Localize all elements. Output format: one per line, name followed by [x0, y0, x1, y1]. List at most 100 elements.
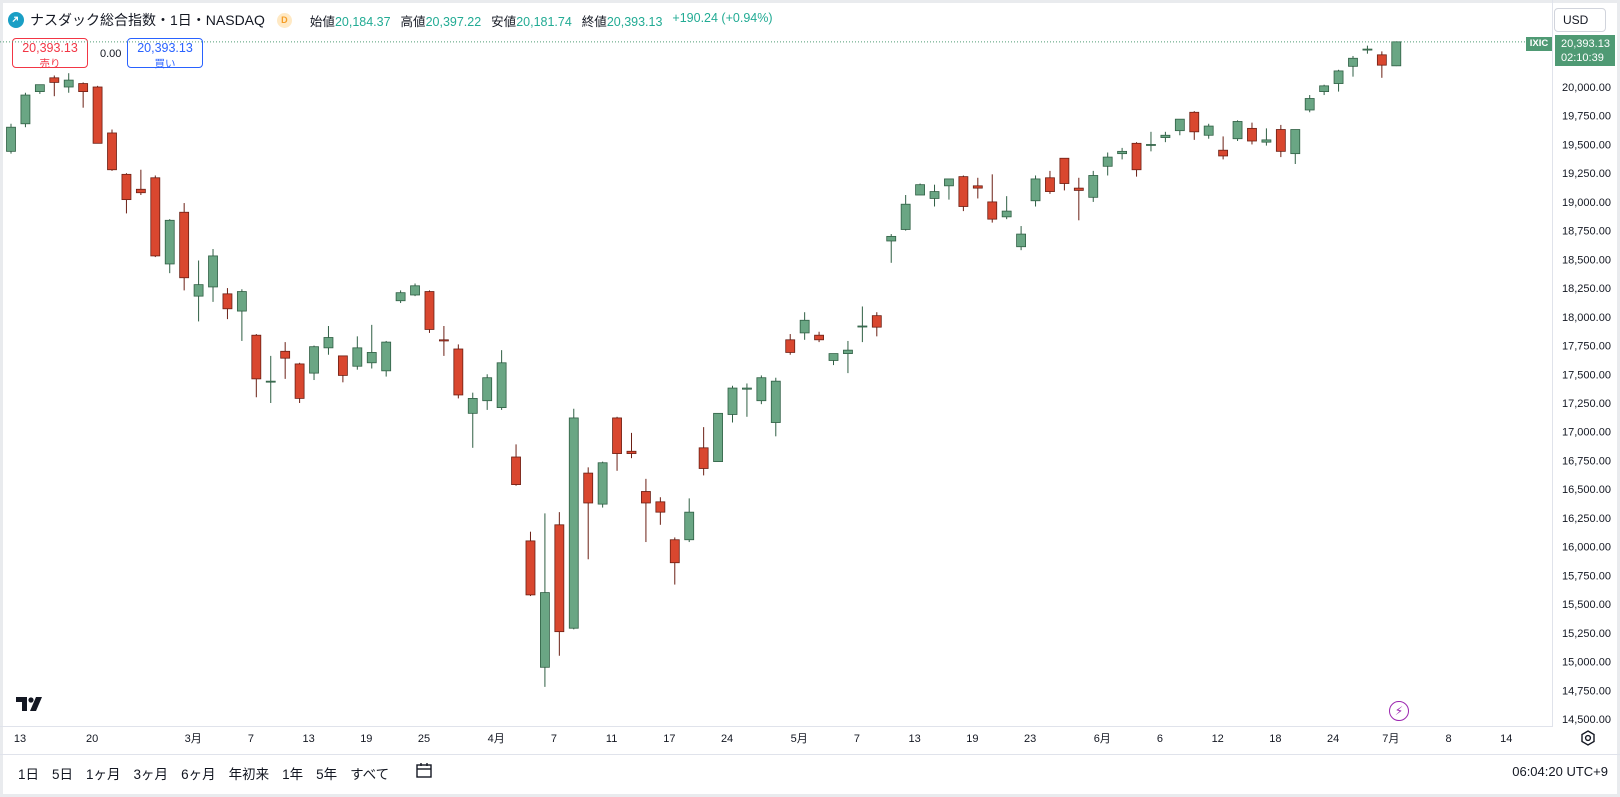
candle-body[interactable]: [1030, 178, 1041, 202]
candle-body[interactable]: [107, 132, 117, 171]
delayed-data-badge[interactable]: D: [276, 12, 292, 28]
time-axis[interactable]: 13 20 3月 7 13 19 25 4月 7 11 17 24 5月 7 13 19 23 6月 6 12 18 24…: [14, 733, 1513, 745]
candle-body[interactable]: [742, 387, 752, 390]
range-1y[interactable]: 1年: [282, 767, 304, 782]
lightning-icon[interactable]: ⚡: [1389, 701, 1409, 721]
tradingview-logo-icon[interactable]: [16, 696, 46, 717]
range-5y[interactable]: 5年: [316, 767, 338, 782]
candle-body[interactable]: [309, 346, 319, 374]
candle-body[interactable]: [438, 339, 449, 342]
range-5d[interactable]: 5日: [52, 767, 74, 782]
candle-body[interactable]: [1232, 121, 1243, 140]
candle-body[interactable]: [164, 219, 175, 265]
candle-body[interactable]: [540, 592, 550, 668]
candle-body[interactable]: [756, 377, 767, 402]
candle-body[interactable]: [713, 412, 723, 463]
candle-body[interactable]: [583, 472, 594, 504]
candle-body[interactable]: [1391, 41, 1402, 67]
candle-body[interactable]: [323, 337, 334, 349]
timezone-clock[interactable]: 06:04:20 UTC+9: [1512, 764, 1608, 779]
range-ytd[interactable]: 年初来: [228, 767, 270, 782]
range-1m[interactable]: 1ヶ月: [86, 767, 121, 782]
candle-body[interactable]: [929, 191, 940, 199]
candle-body[interactable]: [337, 355, 348, 376]
candle-body[interactable]: [208, 255, 218, 288]
candle-body[interactable]: [1189, 111, 1200, 133]
candle-body[interactable]: [1319, 85, 1330, 92]
candle-body[interactable]: [1376, 54, 1387, 66]
date-range-calendar-icon[interactable]: [414, 762, 432, 780]
symbol-title[interactable]: ナスダック総合指数・1日・NASDAQ: [30, 12, 265, 28]
candle-body[interactable]: [900, 203, 911, 230]
candle-body[interactable]: [1088, 175, 1099, 198]
candle-body[interactable]: [612, 417, 622, 454]
range-1d[interactable]: 1日: [18, 767, 40, 782]
candle-body[interactable]: [987, 201, 998, 220]
range-6m[interactable]: 6ヶ月: [181, 767, 216, 782]
candle-body[interactable]: [49, 77, 60, 83]
candle-body[interactable]: [1059, 157, 1070, 184]
candle-body[interactable]: [78, 83, 89, 92]
candle-body[interactable]: [1348, 57, 1358, 67]
candle-body[interactable]: [453, 348, 464, 396]
candle-body[interactable]: [280, 350, 291, 359]
candle-body[interactable]: [684, 511, 695, 541]
candle-body[interactable]: [222, 293, 233, 310]
candle-body[interactable]: [179, 211, 190, 279]
candle-body[interactable]: [828, 353, 839, 361]
sell-button[interactable]: 20,393.13 売り: [12, 38, 88, 70]
candle-body[interactable]: [1362, 48, 1373, 51]
candle-body[interactable]: [843, 349, 853, 354]
candle-body[interactable]: [1275, 129, 1286, 152]
candle-body[interactable]: [1073, 187, 1084, 191]
candle-body[interactable]: [1160, 134, 1171, 138]
candle-body[interactable]: [496, 362, 507, 408]
candle-body[interactable]: [467, 398, 478, 414]
candle-body[interactable]: [395, 292, 406, 302]
candle-body[interactable]: [424, 291, 435, 330]
candle-body[interactable]: [150, 177, 161, 257]
candle-body[interactable]: [857, 325, 868, 328]
candle-body[interactable]: [799, 319, 810, 334]
range-3m[interactable]: 3ヶ月: [133, 767, 169, 782]
currency-selector[interactable]: USD: [1554, 8, 1606, 32]
candle-body[interactable]: [958, 176, 969, 207]
candle-body[interactable]: [381, 341, 392, 372]
candle-body[interactable]: [352, 347, 363, 367]
candle-body[interactable]: [698, 447, 709, 469]
candle-body[interactable]: [1333, 70, 1344, 84]
candle-body[interactable]: [193, 284, 204, 297]
candle-body[interactable]: [121, 173, 132, 201]
candle-body[interactable]: [63, 79, 74, 88]
candle-body[interactable]: [770, 380, 781, 423]
candle-body[interactable]: [944, 178, 954, 187]
candle-body[interactable]: [1261, 139, 1272, 143]
buy-button[interactable]: 20,393.13 買い: [127, 38, 203, 70]
candle-body[interactable]: [366, 352, 377, 364]
candle-body[interactable]: [410, 285, 420, 296]
candle-body[interactable]: [92, 86, 103, 144]
candle-body[interactable]: [6, 126, 16, 152]
candle-body[interactable]: [886, 235, 897, 242]
candle-body[interactable]: [1016, 233, 1026, 248]
range-all[interactable]: すべて: [350, 767, 390, 782]
candle-body[interactable]: [554, 524, 565, 633]
candle-body[interactable]: [251, 334, 262, 380]
candle-body[interactable]: [669, 539, 680, 564]
candle-body[interactable]: [1174, 118, 1185, 132]
candle-body[interactable]: [626, 450, 637, 454]
candle-body[interactable]: [525, 540, 536, 596]
candle-body[interactable]: [568, 417, 579, 629]
candle-body[interactable]: [511, 456, 521, 485]
candle-body[interactable]: [236, 291, 247, 312]
candle-body[interactable]: [1290, 129, 1301, 155]
candle-body[interactable]: [482, 377, 493, 402]
candle-body[interactable]: [34, 84, 45, 92]
candle-body[interactable]: [655, 501, 666, 513]
candle-body[interactable]: [20, 94, 31, 125]
candle-body[interactable]: [265, 380, 276, 383]
candle-body[interactable]: [1102, 156, 1113, 167]
candle-body[interactable]: [1045, 177, 1055, 192]
candle-body[interactable]: [1304, 98, 1315, 111]
candle-body[interactable]: [597, 462, 608, 505]
